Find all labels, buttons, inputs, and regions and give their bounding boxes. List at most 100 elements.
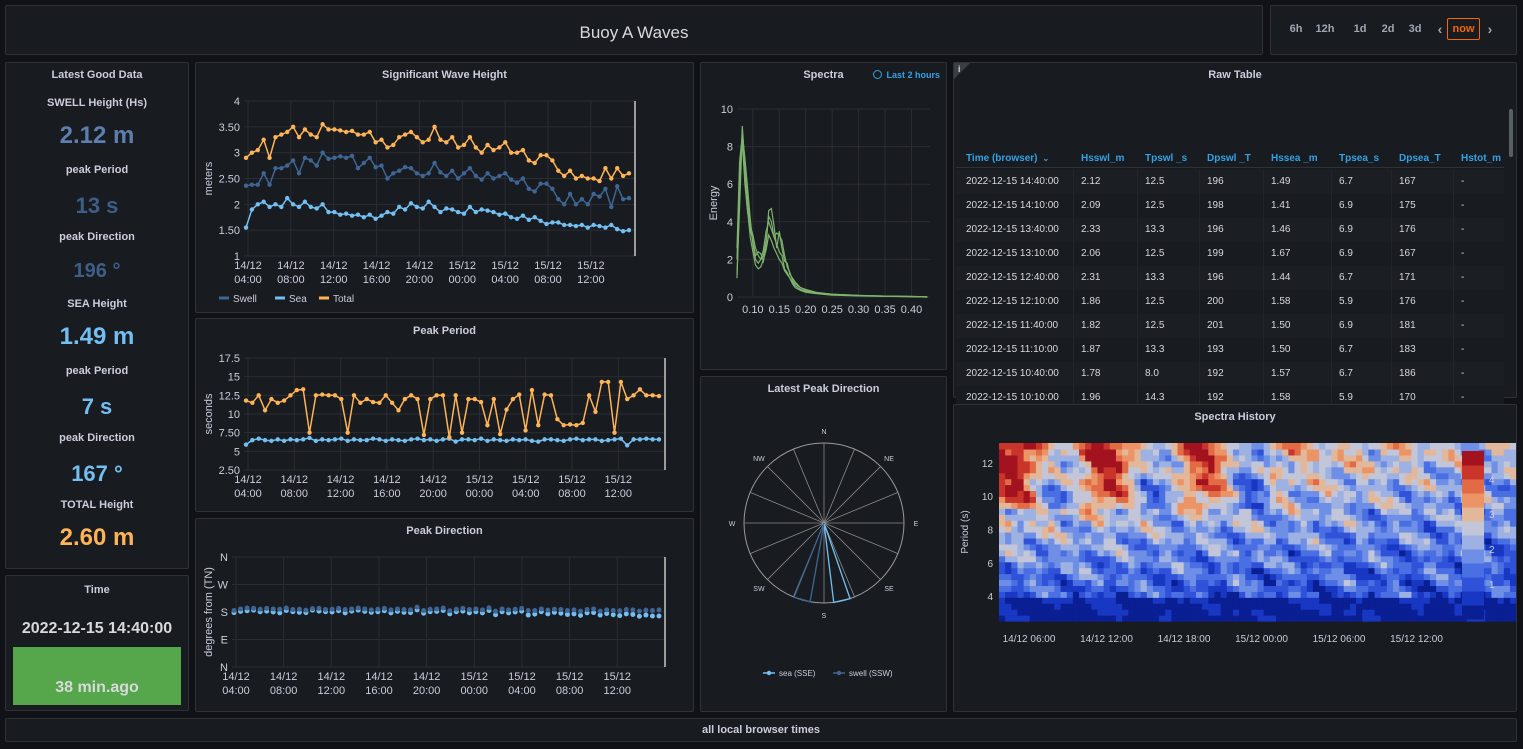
heat-cell: [1177, 484, 1185, 492]
footer-text: all local browser times: [702, 724, 820, 736]
heat-cell: [1060, 567, 1068, 575]
heat-cell: [1343, 508, 1351, 515]
range-button-12h[interactable]: 12h: [1315, 23, 1335, 35]
heat-cell: [1436, 537, 1443, 545]
data-point-sea: [544, 221, 549, 227]
heat-cell: [1442, 591, 1450, 598]
table-row[interactable]: 2022-12-15 12:10:00 1.86 12.5 200 1.58 5.9 176…: [956, 290, 1504, 315]
heat-cell: [1429, 502, 1437, 509]
column-header[interactable]: Hssea _m: [1271, 153, 1318, 164]
heat-cell: [1411, 532, 1419, 539]
table-row[interactable]: 2022-12-15 12:40:00 2.31 13.3 196 1.44 6.7 171…: [956, 266, 1504, 291]
heat-cell: [1091, 591, 1099, 598]
heat-cell: [1386, 472, 1394, 480]
table-cell: 12.5: [1145, 200, 1165, 211]
range-button-6h[interactable]: 6h: [1289, 23, 1303, 35]
column-header[interactable]: Hstot_m: [1461, 153, 1501, 164]
heat-cell: [1257, 561, 1265, 569]
column-header[interactable]: Tpsea_s: [1339, 153, 1379, 164]
table-row[interactable]: 2022-12-15 13:10:00 2.06 12.5 199 1.67 6.9 167…: [956, 242, 1504, 267]
x-tick-label: 0.30: [848, 304, 869, 316]
heat-cell: [1325, 555, 1333, 563]
data-point-sea: [320, 202, 325, 207]
table-cell: 175: [1399, 200, 1416, 211]
heat-cell: [1257, 508, 1265, 515]
heat-cell: [1276, 537, 1283, 545]
data-point-sea: [296, 204, 302, 210]
heat-cell: [1196, 514, 1203, 521]
heat-cell: [1140, 573, 1148, 581]
column-header[interactable]: Hsswl_m: [1081, 153, 1124, 164]
column-header[interactable]: Dpsea_T: [1399, 153, 1441, 164]
time-range-link[interactable]: Last 2 hours: [873, 70, 940, 80]
heat-cell: [1294, 508, 1302, 515]
heat-cell: [999, 585, 1006, 592]
now-button[interactable]: now: [1447, 18, 1480, 40]
heat-cell: [1417, 609, 1425, 616]
heat-cell: [1140, 615, 1148, 622]
heat-cell: [1220, 520, 1228, 527]
column-header[interactable]: Tpswl _s: [1145, 153, 1187, 164]
chevron-left-icon[interactable]: ‹: [1437, 21, 1443, 37]
heat-cell: [1374, 508, 1382, 515]
heat-cell: [1146, 502, 1154, 509]
data-point-sea: [459, 437, 465, 442]
heat-cell: [1226, 543, 1234, 551]
heat-cell: [1079, 573, 1086, 581]
info-icon[interactable]: [954, 63, 970, 79]
heat-cell: [1503, 561, 1511, 569]
heat-cell: [1374, 514, 1382, 521]
heat-cell: [1294, 472, 1302, 480]
heat-cell: [1380, 472, 1388, 480]
table-row[interactable]: 2022-12-15 11:40:00 1.82 12.5 201 1.50 6.9 181…: [956, 314, 1504, 339]
table-row[interactable]: 2022-12-15 14:40:00 2.12 12.5 196 1.49 6.7 167…: [956, 170, 1504, 195]
heat-cell: [1146, 454, 1154, 462]
data-point-sea: [623, 611, 629, 617]
data-point-sea: [358, 437, 363, 443]
heat-cell: [1288, 526, 1296, 533]
range-button-2d[interactable]: 2d: [1381, 23, 1395, 35]
peak-period-panel: Peak Period 2.50 5 7.50 10 12.5 15 17.5 14/12 04:…: [195, 318, 694, 512]
heat-cell: [1337, 478, 1345, 486]
data-point-total: [479, 150, 484, 155]
range-button-3d[interactable]: 3d: [1408, 23, 1422, 35]
colorbar-segment: [1462, 507, 1484, 522]
table-row[interactable]: 2022-12-15 14:10:00 2.09 12.5 198 1.41 6.9 175…: [956, 194, 1504, 219]
heat-cell: [1442, 603, 1450, 610]
heat-cell: [1306, 567, 1314, 575]
heat-cell: [1066, 603, 1074, 610]
heat-cell: [1454, 502, 1462, 509]
column-header[interactable]: Time (browser) ⌄: [966, 153, 1049, 164]
data-point-swell: [626, 195, 632, 201]
data-point-sea: [497, 212, 502, 217]
y-tick-label: 2: [234, 199, 240, 211]
heat-cell: [1177, 585, 1185, 592]
range-button-1d[interactable]: 1d: [1353, 23, 1367, 35]
table-row[interactable]: 2022-12-15 13:40:00 2.33 13.3 196 1.46 6.9 176…: [956, 218, 1504, 243]
heat-cell: [1115, 484, 1123, 492]
time-picker: 6h 12h 1d 2d 3d ‹ now ›: [1270, 5, 1517, 55]
chevron-right-icon[interactable]: ›: [1487, 21, 1493, 37]
heat-cell: [1269, 514, 1277, 521]
heat-cell: [1091, 579, 1099, 586]
heat-cell: [1460, 443, 1468, 450]
table-cell: 1.50: [1271, 344, 1291, 355]
table-row[interactable]: 2022-12-15 11:10:00 1.87 13.3 193 1.50 6.7 183…: [956, 338, 1504, 363]
table-cell: -: [1461, 224, 1465, 235]
heat-cell: [1497, 532, 1505, 539]
cell-divider: [1137, 362, 1138, 386]
heat-cell: [1226, 466, 1234, 474]
table-scrollbar[interactable]: [1509, 109, 1513, 157]
heat-cell: [1436, 597, 1443, 604]
heat-cell: [1442, 466, 1450, 474]
data-point-sea: [520, 213, 526, 218]
data-point-total: [243, 155, 249, 161]
heat-cell: [1214, 496, 1222, 503]
heat-cell: [1079, 549, 1086, 557]
heat-cell: [1362, 543, 1369, 551]
table-row[interactable]: 2022-12-15 10:40:00 1.78 8.0 192 1.57 6.7 186-: [956, 362, 1504, 387]
heat-cell: [1276, 520, 1283, 527]
cell-divider: [1331, 338, 1332, 362]
column-header[interactable]: Dpswl _T: [1207, 153, 1251, 164]
data-point-swell: [231, 607, 237, 613]
